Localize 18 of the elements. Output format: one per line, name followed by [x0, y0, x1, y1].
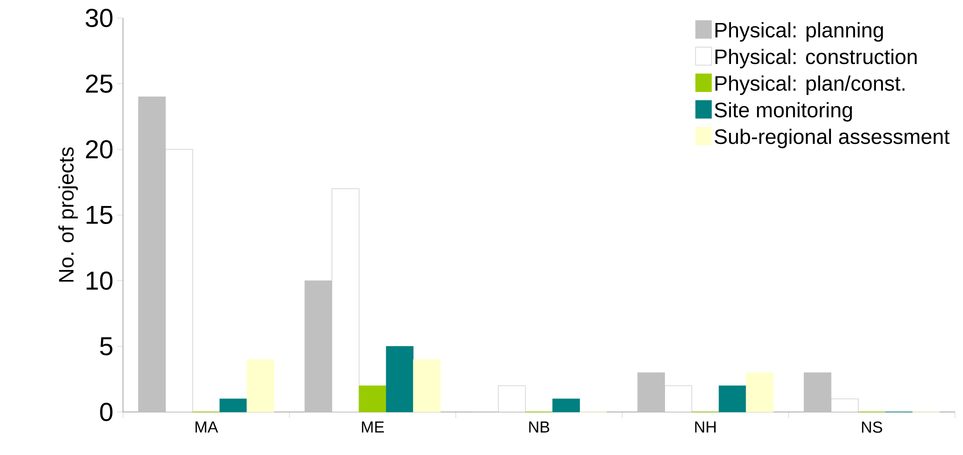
- legend-label: Physical: construction: [715, 48, 917, 68]
- y-tick-label: 15: [86, 206, 112, 224]
- legend-label: Sub-regional assessment: [714, 128, 950, 148]
- legend-label: Site monitoring: [714, 102, 852, 122]
- y-tick-label: 20: [86, 140, 112, 158]
- x-tick-label: ME: [362, 422, 384, 432]
- y-tick-label: 10: [86, 271, 112, 290]
- x-tick-label: MA: [196, 422, 218, 432]
- y-tick-label: 25: [86, 74, 112, 93]
- y-tick-label: 0: [100, 402, 112, 422]
- y-axis-title: No. of projects: [58, 147, 78, 282]
- legend-label: Physical: planning: [715, 22, 883, 42]
- x-tick-label: NH: [695, 422, 716, 432]
- legend-label: Physical: plan/const.: [715, 75, 904, 95]
- y-tick-label: 30: [86, 8, 112, 28]
- x-tick-label: NB: [529, 422, 550, 432]
- x-tick-label: NS: [862, 422, 882, 433]
- y-tick-label: 5: [100, 337, 112, 356]
